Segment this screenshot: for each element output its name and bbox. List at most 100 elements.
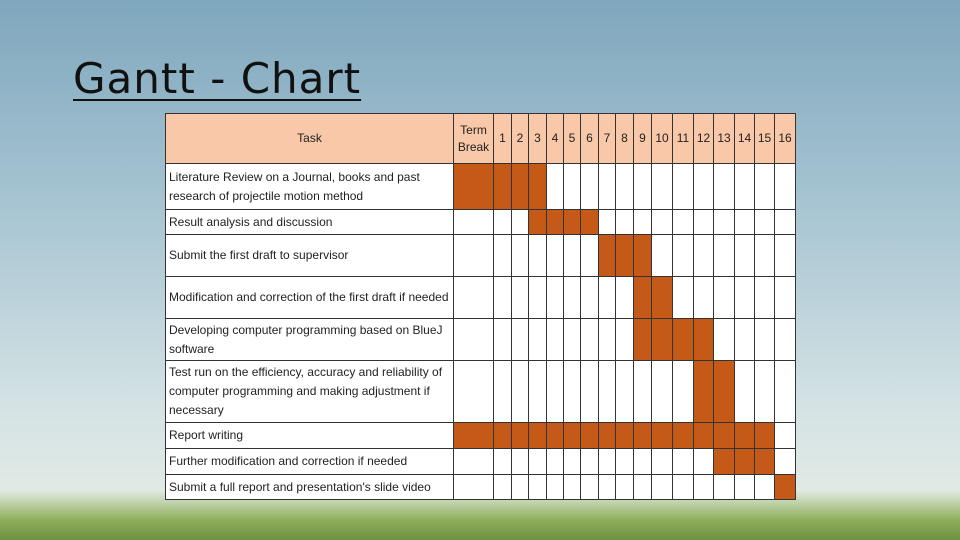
active-cell bbox=[493, 163, 512, 210]
header-cell: 4 bbox=[546, 113, 564, 164]
empty-cell bbox=[672, 209, 694, 235]
empty-cell bbox=[511, 448, 529, 475]
empty-cell bbox=[633, 360, 652, 423]
empty-cell bbox=[713, 209, 735, 235]
empty-cell bbox=[511, 474, 529, 500]
empty-cell bbox=[453, 318, 494, 361]
empty-cell bbox=[546, 234, 564, 277]
empty-cell bbox=[713, 234, 735, 277]
active-cell bbox=[511, 163, 529, 210]
empty-cell bbox=[615, 318, 634, 361]
empty-cell bbox=[734, 209, 755, 235]
active-cell bbox=[713, 360, 735, 423]
active-cell bbox=[651, 276, 673, 319]
empty-cell bbox=[734, 360, 755, 423]
empty-cell bbox=[546, 318, 564, 361]
empty-cell bbox=[580, 276, 599, 319]
empty-cell bbox=[598, 318, 616, 361]
empty-cell bbox=[734, 163, 755, 210]
empty-cell bbox=[493, 318, 512, 361]
empty-cell bbox=[511, 209, 529, 235]
active-cell bbox=[633, 318, 652, 361]
active-cell bbox=[546, 209, 564, 235]
empty-cell bbox=[754, 234, 775, 277]
task-cell: Result analysis and discussion bbox=[165, 209, 454, 235]
active-cell bbox=[734, 422, 755, 449]
empty-cell bbox=[651, 234, 673, 277]
empty-cell bbox=[546, 163, 564, 210]
empty-cell bbox=[453, 209, 494, 235]
empty-cell bbox=[651, 163, 673, 210]
active-cell bbox=[453, 422, 494, 449]
header-cell: 9 bbox=[633, 113, 652, 164]
empty-cell bbox=[453, 448, 494, 475]
empty-cell bbox=[774, 360, 796, 423]
active-cell bbox=[651, 422, 673, 449]
active-cell bbox=[615, 422, 634, 449]
empty-cell bbox=[580, 318, 599, 361]
empty-cell bbox=[493, 474, 512, 500]
empty-cell bbox=[580, 163, 599, 210]
header-cell: 1 bbox=[493, 113, 512, 164]
active-cell bbox=[633, 276, 652, 319]
header-cell: 3 bbox=[528, 113, 547, 164]
task-cell: Further modification and correction if n… bbox=[165, 448, 454, 475]
header-cell: 12 bbox=[693, 113, 714, 164]
empty-cell bbox=[774, 209, 796, 235]
empty-cell bbox=[511, 276, 529, 319]
empty-cell bbox=[672, 360, 694, 423]
empty-cell bbox=[713, 474, 735, 500]
active-cell bbox=[598, 422, 616, 449]
empty-cell bbox=[754, 163, 775, 210]
empty-cell bbox=[493, 276, 512, 319]
empty-cell bbox=[672, 234, 694, 277]
empty-cell bbox=[546, 276, 564, 319]
empty-cell bbox=[528, 234, 547, 277]
header-cell: 13 bbox=[713, 113, 735, 164]
empty-cell bbox=[651, 360, 673, 423]
empty-cell bbox=[672, 448, 694, 475]
empty-cell bbox=[598, 474, 616, 500]
active-cell bbox=[633, 422, 652, 449]
empty-cell bbox=[774, 276, 796, 319]
active-cell bbox=[546, 422, 564, 449]
empty-cell bbox=[615, 163, 634, 210]
empty-cell bbox=[734, 318, 755, 361]
active-cell bbox=[580, 209, 599, 235]
empty-cell bbox=[528, 360, 547, 423]
header-cell: 14 bbox=[734, 113, 755, 164]
active-cell bbox=[453, 163, 494, 210]
task-cell: Test run on the efficiency, accuracy and… bbox=[165, 360, 454, 423]
empty-cell bbox=[754, 276, 775, 319]
active-cell bbox=[693, 318, 714, 361]
empty-cell bbox=[693, 474, 714, 500]
empty-cell bbox=[580, 474, 599, 500]
empty-cell bbox=[511, 234, 529, 277]
empty-cell bbox=[633, 163, 652, 210]
empty-cell bbox=[754, 209, 775, 235]
empty-cell bbox=[580, 360, 599, 423]
active-cell bbox=[713, 448, 735, 475]
empty-cell bbox=[563, 448, 581, 475]
active-cell bbox=[528, 209, 547, 235]
task-cell: Report writing bbox=[165, 422, 454, 449]
header-cell: 2 bbox=[511, 113, 529, 164]
empty-cell bbox=[615, 276, 634, 319]
active-cell bbox=[563, 209, 581, 235]
empty-cell bbox=[528, 318, 547, 361]
empty-cell bbox=[615, 474, 634, 500]
empty-cell bbox=[563, 318, 581, 361]
active-cell bbox=[633, 234, 652, 277]
empty-cell bbox=[693, 276, 714, 319]
active-cell bbox=[774, 474, 796, 500]
empty-cell bbox=[651, 448, 673, 475]
header-cell: 8 bbox=[615, 113, 634, 164]
active-cell bbox=[713, 422, 735, 449]
empty-cell bbox=[754, 360, 775, 423]
active-cell bbox=[598, 234, 616, 277]
empty-cell bbox=[453, 474, 494, 500]
empty-cell bbox=[598, 360, 616, 423]
empty-cell bbox=[734, 234, 755, 277]
empty-cell bbox=[633, 448, 652, 475]
